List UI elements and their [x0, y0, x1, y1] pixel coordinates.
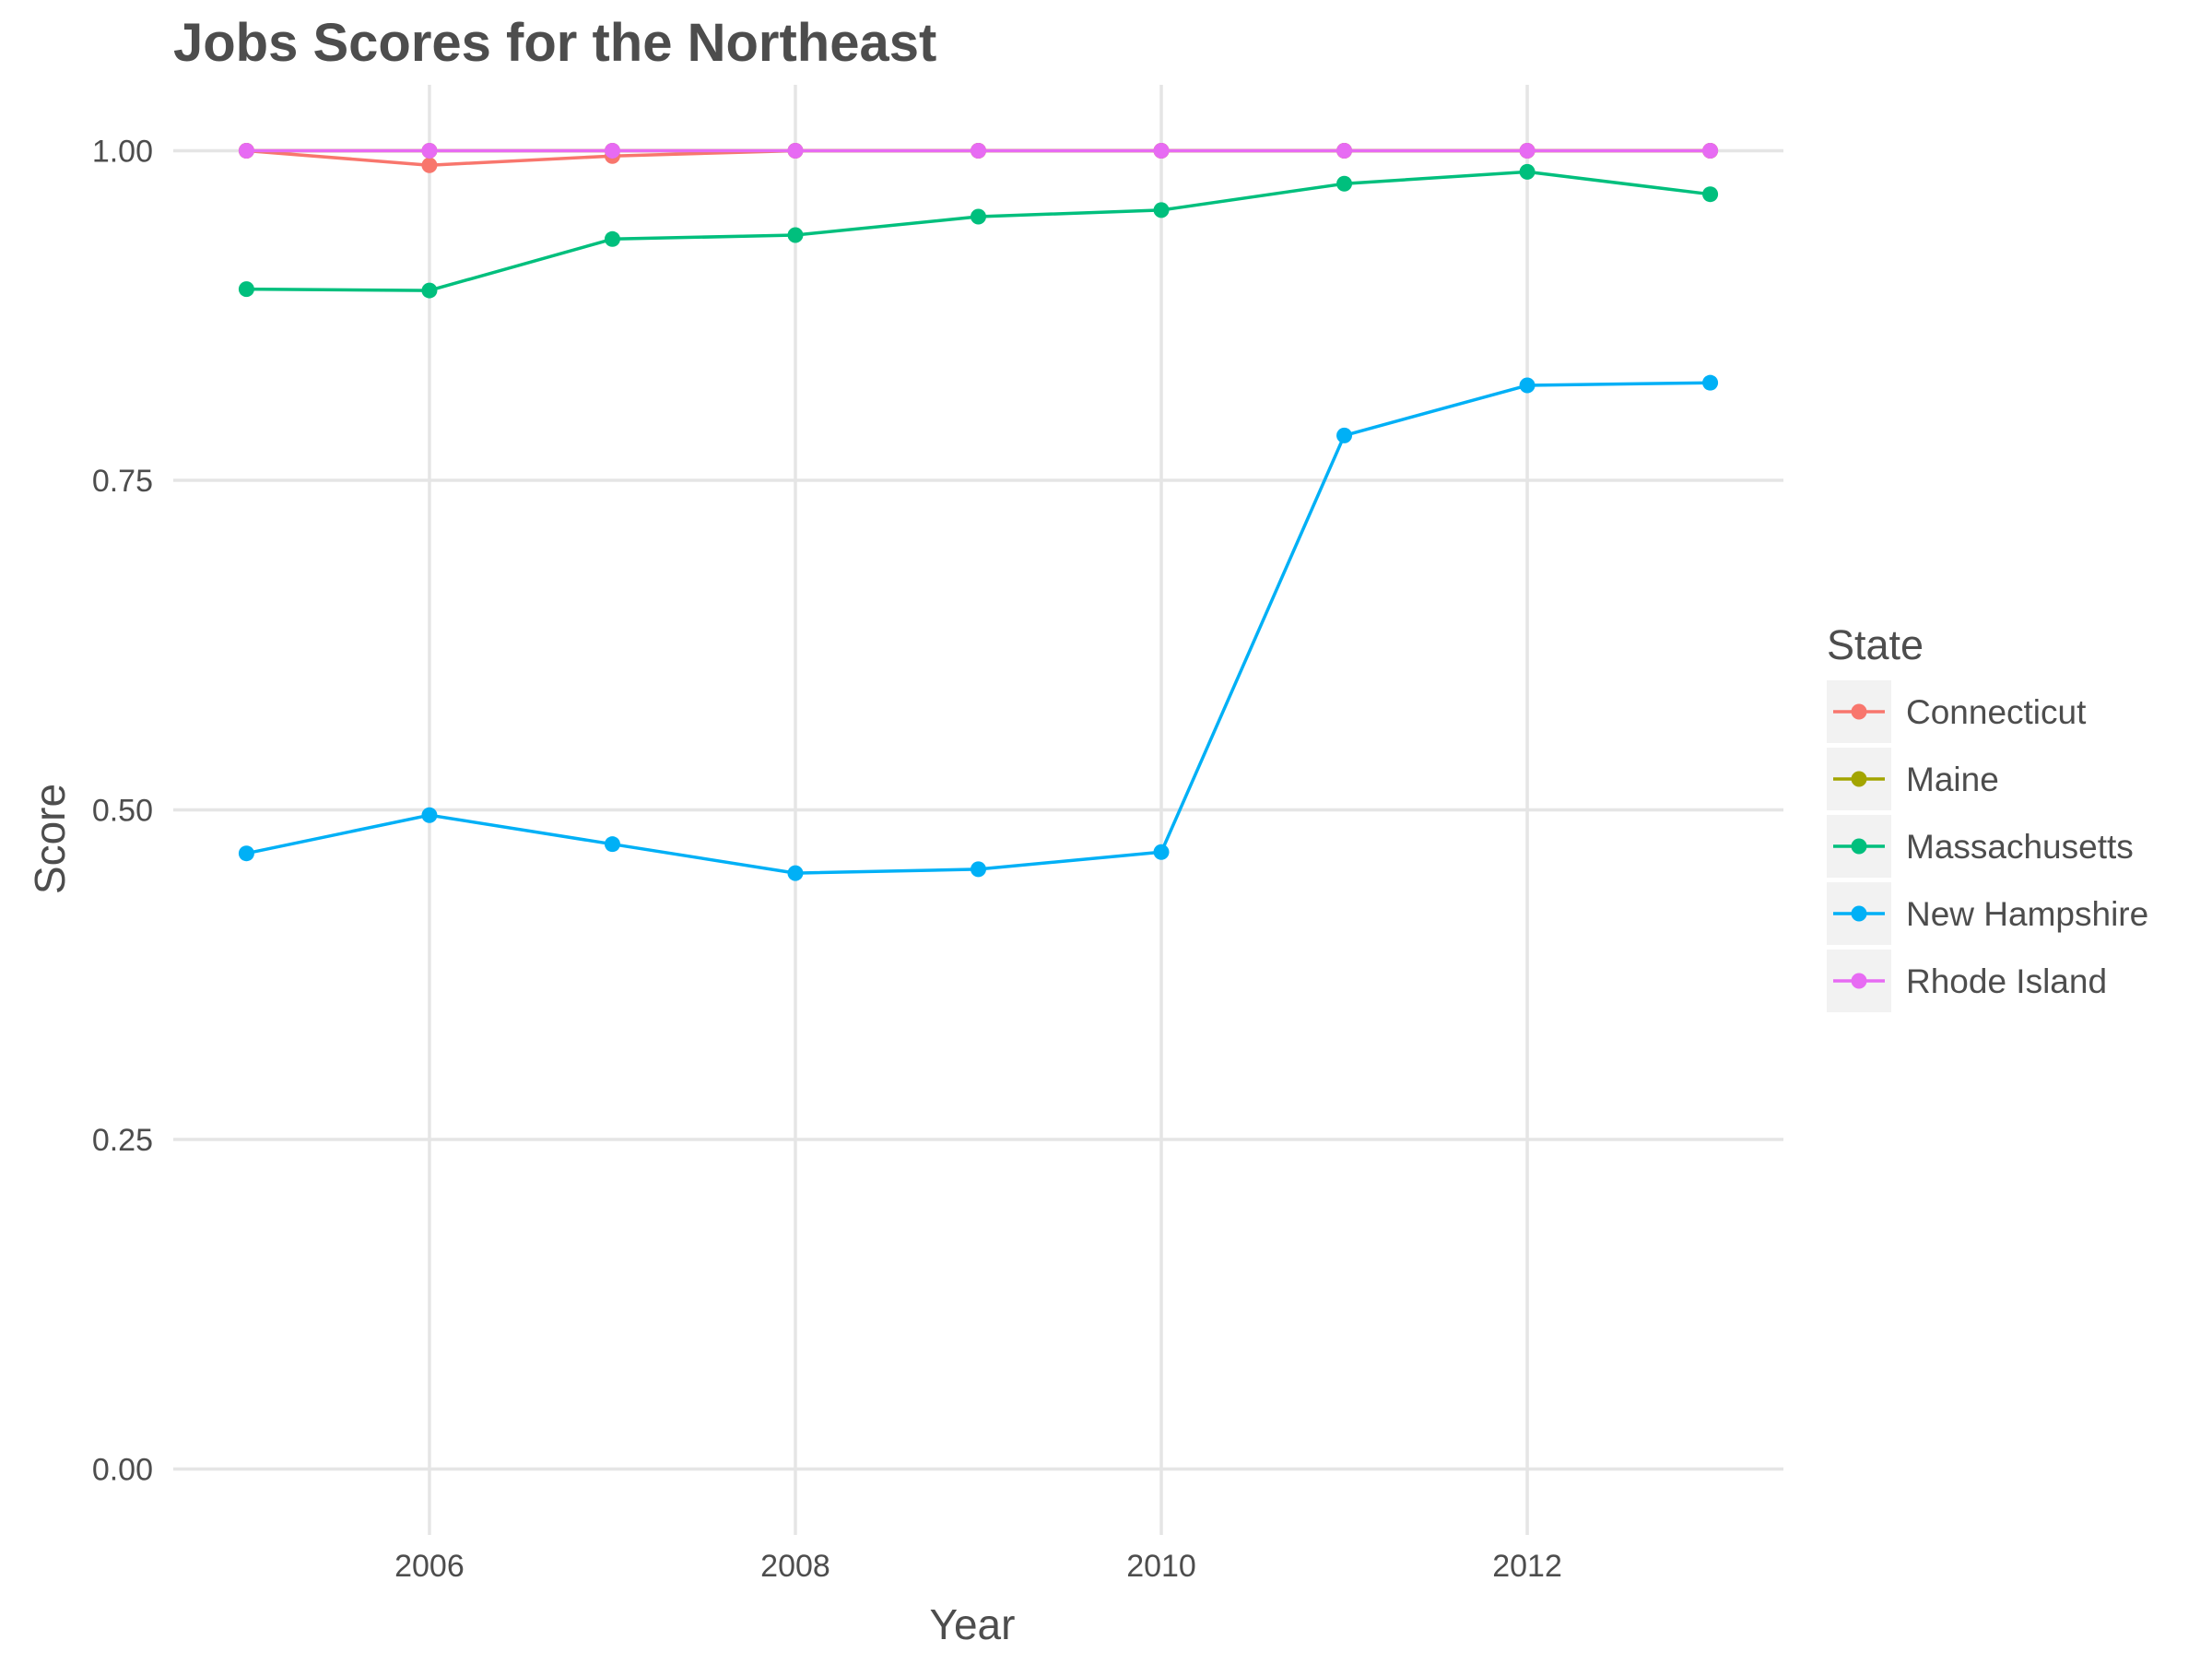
data-point: [1336, 175, 1353, 192]
y-tick-label: 1.00: [92, 135, 153, 170]
legend-key-point: [1851, 905, 1867, 922]
legend-label: Rhode Island: [1906, 962, 2107, 1000]
chart-title: Jobs Scores for the Northeast: [173, 13, 936, 73]
data-point: [971, 208, 986, 225]
data-point: [604, 230, 620, 247]
legend-label: Massachusetts: [1906, 828, 2134, 866]
data-point: [1519, 163, 1535, 180]
data-point: [604, 836, 620, 853]
y-tick-label: 0.25: [92, 1123, 153, 1158]
y-axis-title: Score: [26, 784, 74, 894]
data-point: [1153, 202, 1170, 218]
y-tick-label: 0.75: [92, 464, 153, 499]
legend-item: Rhode Island: [1827, 950, 2107, 1012]
legend-key-point: [1851, 838, 1867, 855]
data-point: [787, 227, 804, 243]
data-point: [1153, 844, 1170, 860]
series-rhode-island: [238, 143, 1719, 159]
data-point: [1519, 377, 1535, 394]
tick-labels: 0.00 0.25 0.50 0.75 1.00 2006 2008 2010 2012: [92, 135, 1562, 1585]
data-point: [604, 143, 620, 159]
data-point: [238, 845, 254, 862]
data-point: [238, 281, 254, 298]
legend-label: New Hampshire: [1906, 895, 2148, 933]
data-point: [1336, 143, 1353, 159]
series-line: [246, 170, 1711, 292]
data-point: [238, 143, 254, 159]
x-tick-label: 2012: [1492, 1549, 1562, 1584]
data-point: [971, 861, 986, 878]
data-point: [1702, 143, 1719, 159]
x-tick-label: 2010: [1126, 1549, 1196, 1584]
legend-item: New Hampshire: [1827, 882, 2148, 945]
data-point: [421, 282, 438, 299]
data-point: [421, 143, 438, 159]
legend-label: Maine: [1906, 761, 1999, 798]
data-point: [1702, 374, 1719, 391]
data-point: [787, 865, 804, 881]
legend-title: State: [1827, 621, 1924, 668]
series-new-hampshire: [238, 374, 1719, 881]
data-point: [421, 157, 438, 173]
y-tick-label: 0.50: [92, 794, 153, 829]
legend-item: Massachusetts: [1827, 815, 2134, 878]
series-massachusetts: [238, 163, 1719, 299]
data-point: [421, 807, 438, 823]
legend-item: Maine: [1827, 748, 1999, 810]
legend-key-point: [1851, 973, 1867, 989]
y-tick-label: 0.00: [92, 1453, 153, 1488]
data-point: [1519, 143, 1535, 159]
x-tick-label: 2006: [394, 1549, 465, 1584]
series-line: [246, 381, 1711, 875]
data-point: [1336, 427, 1353, 443]
data-point: [787, 143, 804, 159]
data-point: [1153, 143, 1170, 159]
series-group: [238, 143, 1719, 881]
x-axis-title: Year: [930, 1600, 1016, 1648]
grid: [173, 85, 1783, 1535]
legend-item: Connecticut: [1827, 680, 2087, 743]
legend: State Connecticut Maine Massachusetts New H…: [1827, 621, 2148, 1012]
legend-key-point: [1851, 703, 1867, 720]
data-point: [1702, 186, 1719, 203]
legend-key-point: [1851, 771, 1867, 787]
data-point: [971, 143, 986, 159]
legend-label: Connecticut: [1906, 693, 2087, 731]
x-tick-label: 2008: [760, 1549, 830, 1584]
